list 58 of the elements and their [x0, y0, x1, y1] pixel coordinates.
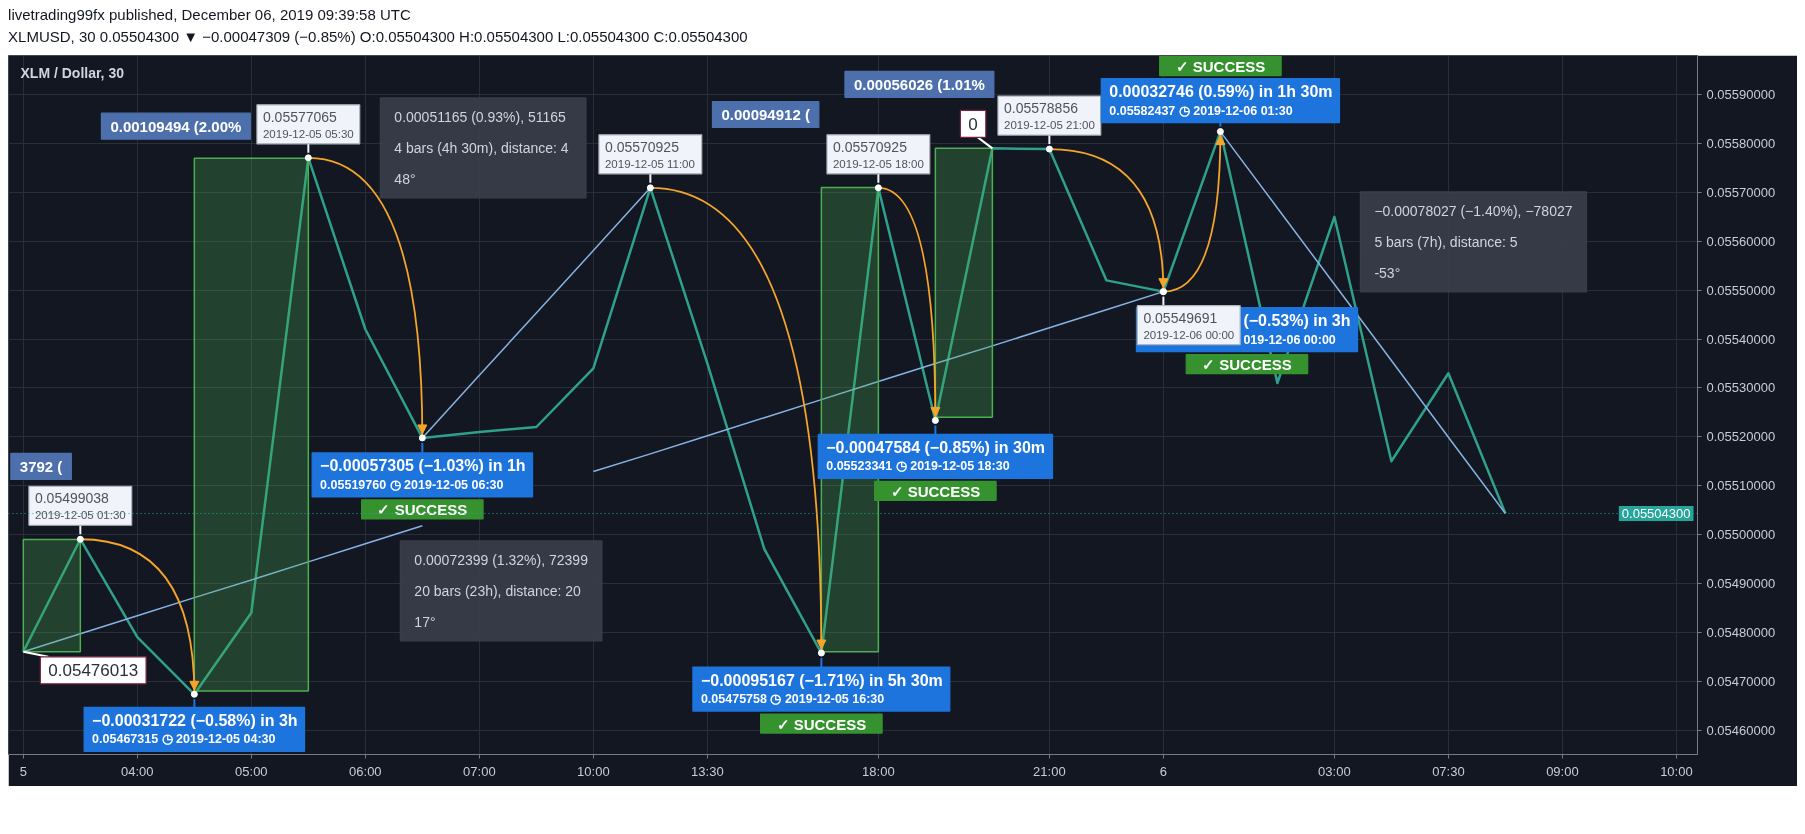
- annotation: 0: [968, 114, 978, 134]
- x-tick-label: 10:00: [1660, 763, 1693, 779]
- annotation: 0.05476013: [48, 661, 139, 681]
- x-tick-label: 21:00: [1033, 763, 1066, 779]
- x-tick-label: 07:30: [1432, 763, 1465, 779]
- annotation: −0.00078027 (−1.40%), −78027 5 bars (7h), distance: 5 -53°: [1374, 202, 1573, 281]
- x-tick-label: 06:00: [349, 763, 382, 779]
- annotation: ✓ SUCCESS: [776, 715, 867, 733]
- y-tick-label: 0.05500000: [1706, 527, 1776, 543]
- ref-line-label: 0.05504300: [1621, 506, 1691, 522]
- x-tick-label: 07:00: [463, 763, 496, 779]
- annotation: 0.00056026 (1.01%: [853, 75, 985, 93]
- annotation: ✓ SUCCESS: [890, 482, 981, 500]
- x-tick-label: 10:00: [577, 763, 610, 779]
- annotation: 3792 (: [19, 457, 63, 475]
- text: XLM / Dollar, 30: [20, 64, 125, 81]
- x-tick-label: 05:00: [235, 763, 268, 779]
- y-tick-label: 0.05580000: [1706, 135, 1776, 151]
- y-tick-label: 0.05520000: [1706, 429, 1776, 445]
- annotation: 0.05577065 2019-12-05 05:30: [262, 108, 354, 140]
- y-tick-label: 0.05530000: [1706, 380, 1776, 396]
- annotation: ✓ SUCCESS: [1175, 58, 1266, 76]
- annotation: 0.05578856 2019-12-05 21:00: [1003, 100, 1095, 132]
- y-tick-label: 0.05510000: [1706, 478, 1776, 494]
- annotation: 0.05549691 2019-12-06 00:00: [1143, 309, 1235, 341]
- x-tick-label: 13:30: [691, 763, 724, 779]
- x-tick-label: 09:00: [1546, 763, 1579, 779]
- annotation: −0.00047584 (−0.85%) in 30m 0.05523341 ◷ 2019-12-05 18:30: [826, 438, 1046, 474]
- x-tick-label: 5: [19, 763, 27, 779]
- annotation: 0.05499038 2019-12-05 01:30: [34, 490, 126, 522]
- y-tick-label: 0.05480000: [1706, 624, 1776, 640]
- annotation: 0.00109494 (2.00%: [110, 117, 242, 135]
- annotation: 0.00072399 (1.32%), 72399 20 bars (23h), distance: 20 17°: [414, 551, 589, 630]
- annotation: −0.00095167 (−1.71%) in 5h 30m 0.05475758 ◷ 2019-12-05 16:30: [700, 671, 943, 707]
- y-tick-label: 0.05550000: [1706, 282, 1776, 298]
- annotation: 0.00051165 (0.93%), 51165 4 bars (4h 30m), distance: 4 48°: [394, 108, 569, 187]
- y-tick-label: 0.05570000: [1706, 184, 1776, 200]
- y-tick-label: 0.05590000: [1706, 87, 1776, 103]
- annotation: 0.00032746 (0.59%) in 1h 30m 0.05582437 ◷ 2019-12-06 01:30: [1109, 83, 1333, 118]
- text: livetrading99fx published, December 06, 2019 09:39:58 UTC: [8, 6, 411, 23]
- x-tick-label: 04:00: [121, 763, 154, 779]
- x-tick-label: 6: [1159, 763, 1167, 779]
- y-tick-label: 0.05470000: [1706, 673, 1776, 689]
- annotation: (−0.53%) in 3h 019-12-06 00:00: [1243, 312, 1351, 347]
- annotation: 0.00094912 (: [721, 105, 810, 123]
- annotation: −0.00057305 (−1.03%) in 1h 0.05519760 ◷ 2019-12-05 06:30: [320, 457, 526, 492]
- annotation: ✓ SUCCESS: [1202, 356, 1292, 374]
- chart-subtitle: XLMUSD, 30 0.05504300 ▼ −0.00047309 (−0.85%) O:0.05504300 H:0.05504300 L:0.05504300 C:0.05504300: [8, 28, 748, 45]
- y-tick-label: 0.05490000: [1706, 575, 1776, 591]
- annotation: −0.00031722 (−0.58%) in 3h 0.05467315 ◷ 2019-12-05 04:30: [92, 711, 298, 747]
- y-tick-label: 0.05540000: [1706, 331, 1776, 347]
- x-tick-label: 18:00: [862, 763, 895, 779]
- y-tick-label: 0.05460000: [1706, 722, 1776, 738]
- x-tick-label: 03:00: [1318, 763, 1351, 779]
- annotation: ✓ SUCCESS: [377, 501, 468, 519]
- annotation: 0.05570925 2019-12-05 11:00: [604, 138, 695, 170]
- annotation: 0.05570925 2019-12-05 18:00: [832, 138, 924, 170]
- y-tick-label: 0.05560000: [1706, 233, 1776, 249]
